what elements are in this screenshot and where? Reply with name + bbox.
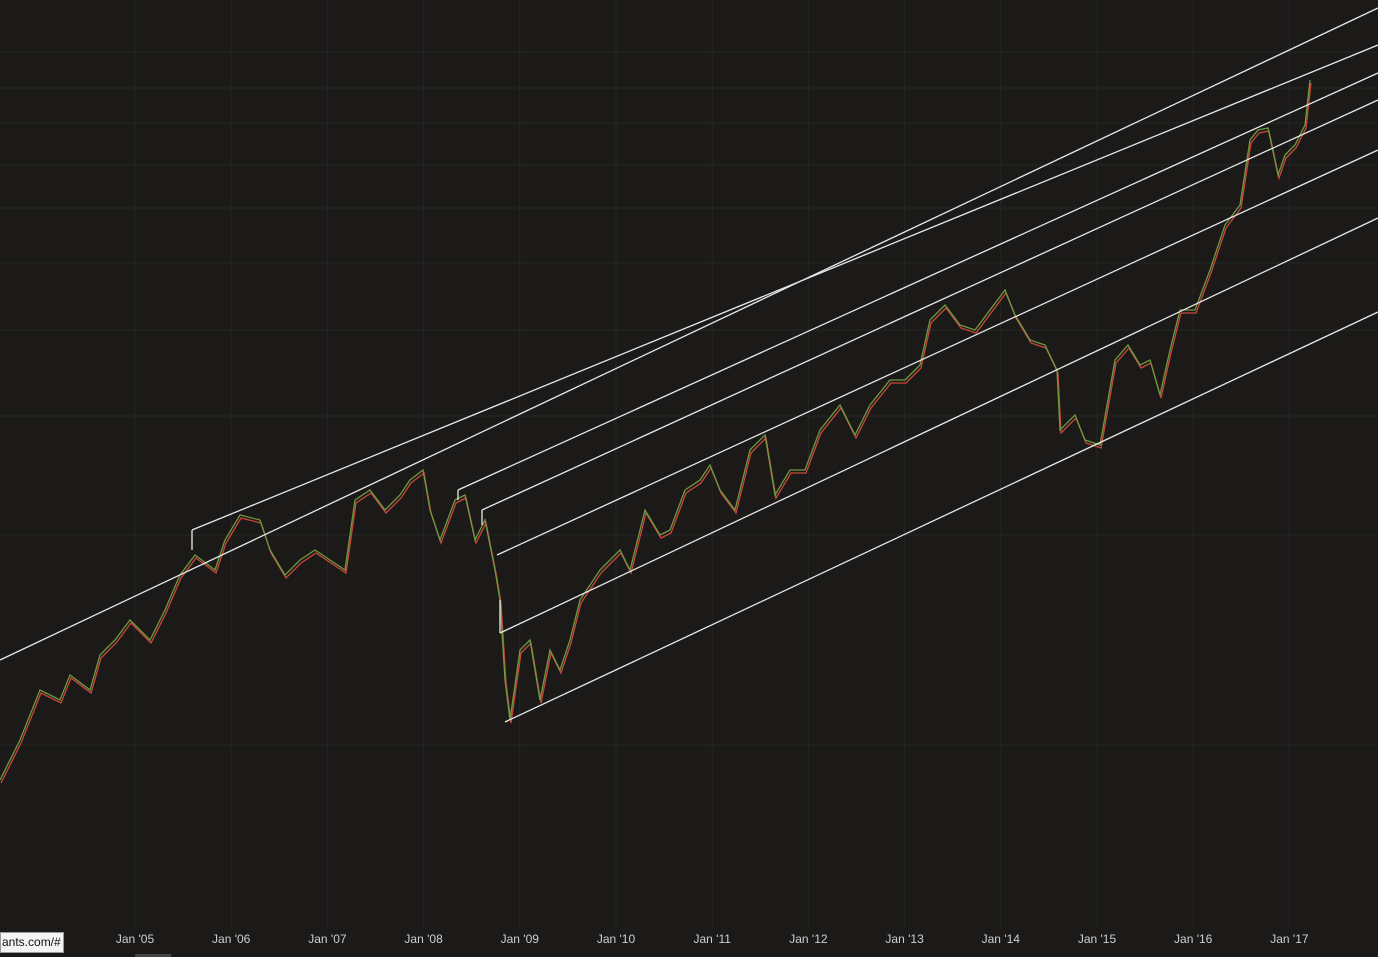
x-tick-label: Jan '10 [597, 932, 636, 946]
channel-lines [0, 7, 1378, 723]
x-tick-label: Jan '07 [308, 932, 347, 946]
x-tick-label: Jan '13 [885, 932, 924, 946]
price-down [0, 82, 1312, 784]
price-up [0, 79, 1311, 781]
x-tick-label: Jan '15 [1078, 932, 1117, 946]
x-tick-label: Jan '16 [1174, 932, 1213, 946]
x-tick-label: Jan '11 [693, 932, 731, 946]
x-tick-label: Jan '14 [982, 932, 1021, 946]
x-axis: Jan '05 Jan '06 Jan '07 Jan '08 Jan '09 Jan '… [116, 932, 1309, 946]
x-tick-label: Jan '06 [212, 932, 251, 946]
x-tick-label: Jan '17 [1270, 932, 1309, 946]
x-tick-label: Jan '05 [116, 932, 155, 946]
vertical-grid [134, 0, 1290, 928]
status-url: ants.com/# [0, 932, 64, 953]
grid [0, 51, 1378, 746]
scrollbar[interactable] [135, 954, 171, 957]
x-tick-label: Jan '09 [501, 932, 540, 946]
x-tick-label: Jan '08 [404, 932, 443, 946]
x-tick-label: Jan '12 [789, 932, 828, 946]
